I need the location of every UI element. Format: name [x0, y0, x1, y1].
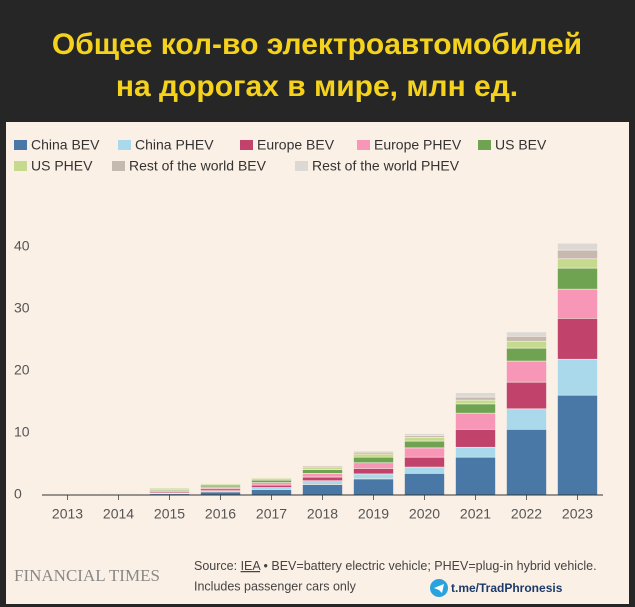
bar-segment — [557, 258, 598, 269]
bar-segment — [251, 482, 292, 486]
telegram-plane — [434, 584, 444, 593]
bar-segment — [404, 433, 445, 436]
legend-swatch — [118, 140, 131, 150]
legend-swatch — [357, 140, 370, 150]
bar-segment — [557, 394, 598, 496]
bar-segment — [506, 335, 547, 342]
x-tick-label: 2016 — [205, 506, 236, 522]
bar-segment — [557, 317, 598, 360]
legend-label: Europe PHEV — [374, 137, 462, 153]
legend-label: China PHEV — [135, 137, 214, 153]
bar-segment — [404, 456, 445, 468]
x-tick-label: 2017 — [256, 506, 287, 522]
x-tick-label: 2021 — [460, 506, 491, 522]
bar-segment — [455, 456, 496, 496]
x-tick-label: 2022 — [511, 506, 542, 522]
bar-segment — [506, 331, 547, 337]
legend-swatch — [295, 161, 308, 171]
y-tick-label: 40 — [14, 238, 30, 254]
bar-segment — [302, 466, 343, 470]
legend-label: Rest of the world BEV — [129, 158, 267, 174]
bar-segment — [455, 412, 496, 430]
y-tick-label: 10 — [14, 424, 30, 440]
bar-segment — [506, 381, 547, 410]
bar-segment — [557, 242, 598, 251]
source-link[interactable]: IEA — [241, 559, 262, 573]
bar-segment — [506, 360, 547, 383]
bar-segment — [455, 392, 496, 398]
legend-label: US BEV — [495, 137, 547, 153]
bar-segment — [506, 428, 547, 496]
x-tick-label: 2018 — [307, 506, 338, 522]
bar-segment — [353, 453, 394, 458]
y-tick-label: 20 — [14, 362, 30, 378]
bar-segment — [353, 450, 394, 453]
bar-segment — [353, 462, 394, 469]
plot: China BEV China PHEV Europe BEV Europe PHEV… — [14, 137, 603, 522]
x-tick-label: 2013 — [52, 506, 83, 522]
x-tick-label: 2015 — [154, 506, 185, 522]
bar-segment — [404, 466, 445, 474]
bar-segment — [302, 484, 343, 496]
source-note: Includes passenger cars only — [194, 579, 357, 593]
bar-segment — [506, 347, 547, 362]
bar-segment — [557, 267, 598, 290]
bar-segment — [506, 408, 547, 430]
bar-segment — [404, 440, 445, 449]
x-tick-label: 2019 — [358, 506, 389, 522]
legend-label: US PHEV — [31, 158, 93, 174]
watermark[interactable]: t.me/TradPhronesis — [451, 581, 563, 595]
legend-swatch — [112, 161, 125, 171]
y-tick-label: 0 — [14, 486, 22, 502]
bar-segment — [251, 476, 292, 478]
bar-segment — [251, 479, 292, 483]
bar-segment — [455, 446, 496, 458]
legend-swatch — [240, 140, 253, 150]
bar-segment — [557, 249, 598, 260]
legend-label: China BEV — [31, 137, 100, 153]
bar-segment — [455, 403, 496, 414]
source: Source: IEA • BEV=battery electric vehic… — [194, 559, 597, 573]
source-label: Source: — [194, 559, 237, 573]
legend-swatch — [14, 161, 27, 171]
bar-segment — [200, 482, 241, 484]
x-tick-label: 2014 — [103, 506, 134, 522]
bar-segment — [302, 472, 343, 478]
x-tick-label: 2023 — [562, 506, 593, 522]
bar-segment — [251, 484, 292, 488]
bar-segment — [302, 480, 343, 485]
bar-segment — [353, 473, 394, 480]
title-line: на дорогах в мире, млн ед. — [116, 70, 518, 103]
bar-segment — [251, 489, 292, 496]
bar-segment — [455, 428, 496, 448]
bar-segment — [353, 478, 394, 496]
bar-segment — [404, 447, 445, 458]
bar-segment — [302, 476, 343, 482]
source-note: • BEV=battery electric vehicle; PHEV=plu… — [264, 559, 597, 573]
bar-segment — [353, 456, 394, 464]
bar-segment — [557, 288, 598, 319]
bar-segment — [404, 437, 445, 442]
bar-segment — [455, 399, 496, 405]
bar-segment — [557, 358, 598, 396]
brand: FINANCIAL TIMES — [14, 566, 160, 585]
bar-segment — [455, 396, 496, 401]
legend-label: Europe BEV — [257, 137, 335, 153]
bar-segment — [506, 340, 547, 349]
legend-swatch — [14, 140, 27, 150]
bar-segment — [353, 468, 394, 475]
bar-segment — [302, 464, 343, 467]
title-line: Общее кол-во электроавтомобилей — [52, 28, 582, 61]
y-tick-label: 30 — [14, 300, 30, 316]
x-tick-label: 2020 — [409, 506, 440, 522]
bar-segment — [404, 472, 445, 496]
legend-label: Rest of the world PHEV — [312, 158, 460, 174]
legend-swatch — [478, 140, 491, 150]
bar-segment — [302, 469, 343, 474]
